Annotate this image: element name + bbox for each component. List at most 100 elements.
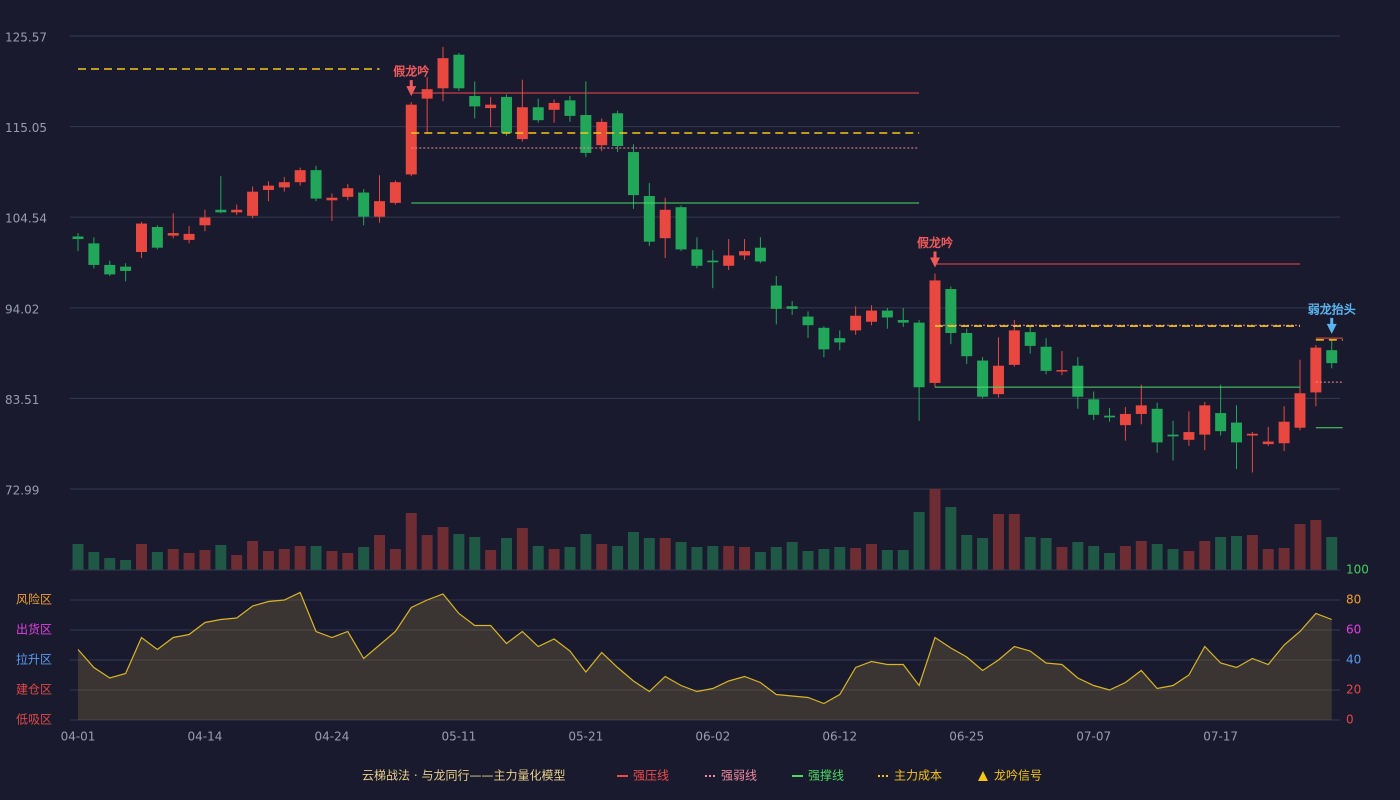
- candle-body: [294, 170, 306, 183]
- volume-bar: [707, 546, 719, 570]
- candle-body: [262, 185, 274, 190]
- volume-bar: [596, 544, 608, 570]
- candle-body: [1231, 422, 1243, 443]
- volume-bar: [374, 535, 386, 570]
- candle-body: [1151, 408, 1163, 443]
- legend-label: 强弱线: [721, 769, 757, 783]
- candle-body: [1262, 441, 1274, 445]
- zone-label: 出货区: [16, 622, 52, 637]
- volume-bar: [850, 548, 862, 570]
- volume-bar: [1167, 549, 1179, 570]
- candle-body: [1326, 350, 1338, 364]
- volume-bar: [151, 552, 163, 570]
- y-tick-label: 83.51: [5, 393, 39, 407]
- candle-body: [421, 89, 433, 99]
- volume-bar: [72, 544, 84, 570]
- candle-body: [596, 121, 608, 146]
- candle-body: [1072, 365, 1084, 397]
- candle-body: [215, 209, 227, 213]
- candle-body: [72, 236, 84, 240]
- volume-bar: [1278, 548, 1290, 570]
- candle-body: [723, 255, 735, 266]
- signal-label: 弱龙抬头: [1308, 301, 1356, 316]
- candle-body: [1199, 405, 1211, 435]
- y2-tick-label: 80: [1346, 593, 1361, 607]
- candle-body: [247, 191, 259, 216]
- volume-bar: [516, 528, 528, 570]
- signal-arrow: [1326, 317, 1337, 334]
- volume-bar: [342, 553, 354, 570]
- volume-bar: [675, 542, 687, 570]
- zone-label: 低吸区: [16, 713, 52, 727]
- oscillator-line: [77, 591, 1332, 705]
- volume-bar: [945, 507, 957, 570]
- x-tick-label: 06-12: [822, 730, 857, 744]
- volume-bar: [977, 538, 989, 570]
- oscillator-area: [78, 592, 1332, 720]
- legend-label: 强压线: [633, 769, 669, 783]
- x-tick-label: 05-11: [441, 730, 476, 744]
- volume-bar: [659, 538, 671, 570]
- candle-body: [1278, 421, 1290, 444]
- volume-bar: [1008, 514, 1020, 570]
- volume-bar: [120, 560, 132, 570]
- candle-body: [326, 197, 338, 201]
- volume-bar: [802, 551, 814, 570]
- zone-label: 建仓区: [16, 683, 52, 697]
- candle-body: [151, 227, 163, 248]
- candle-body: [1310, 347, 1322, 393]
- volume-bar: [548, 549, 560, 570]
- volume-bar: [1151, 544, 1163, 570]
- candle-body: [199, 217, 211, 226]
- volume-bar: [564, 547, 576, 570]
- zone-label: 风险区: [16, 592, 52, 607]
- candle-body: [358, 192, 370, 217]
- volume-bar: [1119, 546, 1131, 570]
- candle-body: [897, 320, 909, 323]
- y2-tick-label: 20: [1346, 683, 1361, 697]
- x-tick-label: 06-02: [695, 730, 730, 744]
- volume-bar: [135, 544, 147, 570]
- volume-bar: [992, 514, 1004, 570]
- candle-body: [754, 247, 766, 262]
- candle-body: [405, 104, 417, 175]
- candle-body: [1088, 399, 1100, 415]
- candle-body: [834, 338, 846, 343]
- candle-body: [691, 249, 703, 266]
- candle-body: [104, 264, 116, 275]
- y-tick-label: 72.99: [5, 484, 39, 498]
- candle-body: [881, 310, 893, 318]
- candle-body: [1294, 393, 1306, 428]
- volume-bar: [866, 544, 877, 570]
- signal-arrow: [929, 251, 940, 268]
- candle-body: [866, 310, 877, 322]
- legend-swatch: [978, 771, 988, 781]
- candle-body: [612, 113, 624, 147]
- volume-bar: [199, 550, 211, 570]
- candle-body: [500, 96, 512, 134]
- volume-bar: [183, 553, 195, 570]
- candle-body: [659, 209, 671, 239]
- candle-body: [580, 115, 592, 153]
- y2-tick-label: 100: [1346, 563, 1369, 577]
- volume-bar: [1262, 549, 1274, 570]
- volume-bar: [247, 541, 259, 570]
- volume-bar: [1183, 551, 1195, 570]
- volume-bar: [262, 551, 274, 570]
- x-tick-label: 07-17: [1203, 730, 1238, 744]
- volume-bar: [627, 532, 639, 570]
- candle-body: [818, 327, 830, 350]
- x-tick-label: 04-14: [188, 730, 223, 744]
- volume-bar: [294, 546, 306, 570]
- volume-bar: [1040, 538, 1052, 570]
- signal-label: 假龙吟: [917, 235, 953, 250]
- zone-label: 拉升区: [16, 652, 52, 667]
- x-tick-label: 05-21: [568, 730, 603, 744]
- candle-body: [135, 223, 147, 252]
- signal-arrow: [406, 80, 417, 97]
- y-tick-label: 115.05: [5, 121, 47, 135]
- volume-bar: [1199, 541, 1211, 570]
- volume-bar: [532, 546, 544, 570]
- volume-bar: [691, 547, 703, 570]
- volume-bar: [485, 550, 497, 570]
